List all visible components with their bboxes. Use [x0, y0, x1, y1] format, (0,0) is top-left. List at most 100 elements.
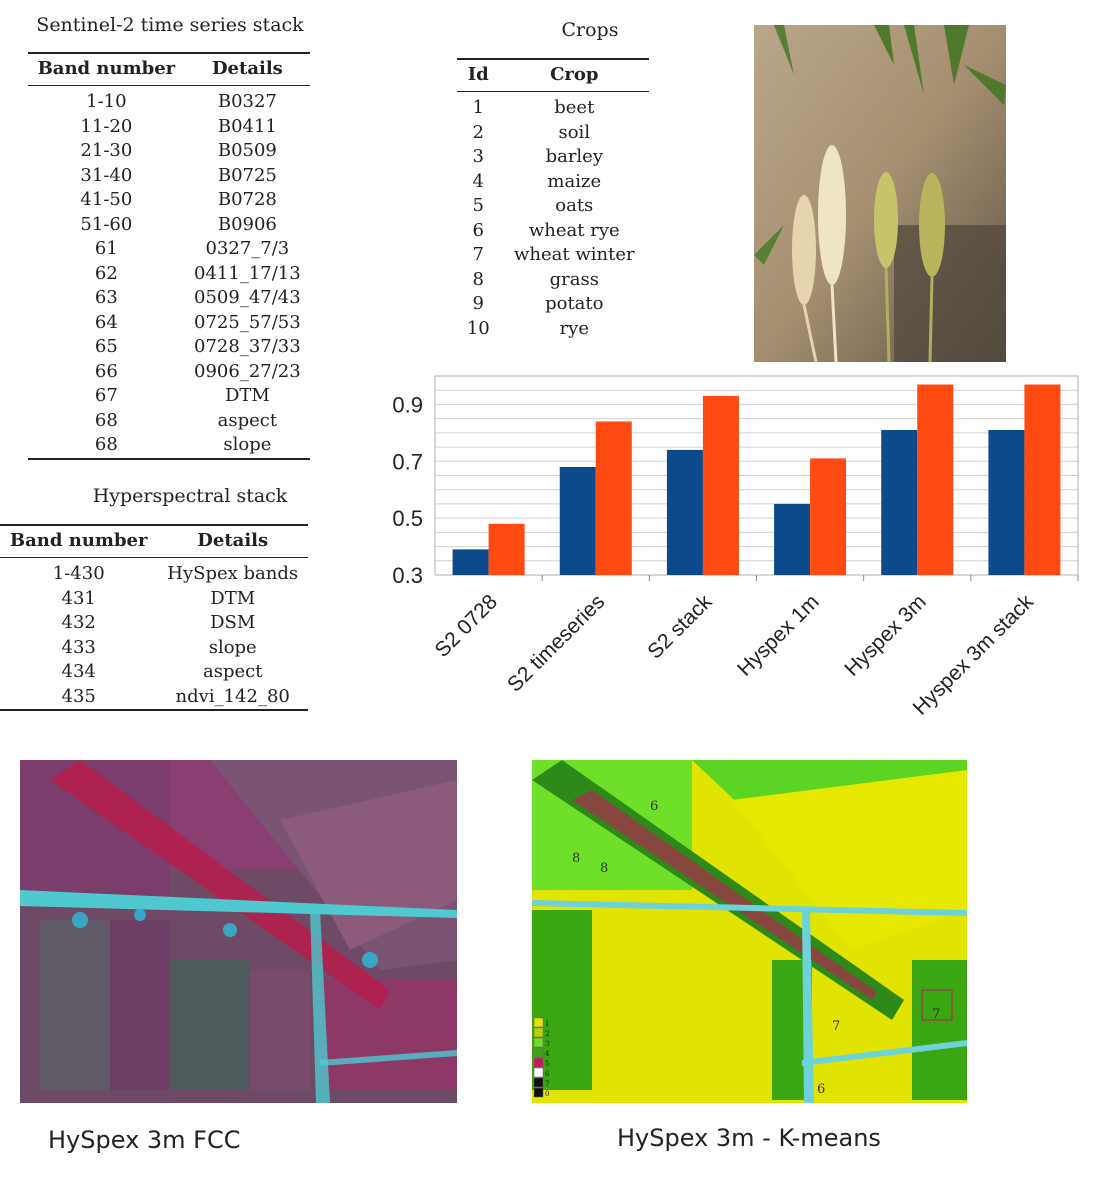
crops-row: 9 potato: [457, 292, 649, 317]
crops-row-cell: 1: [472, 97, 484, 118]
hyper-row-cell: slope: [208, 636, 257, 658]
sentinel-row-cell: B0728: [217, 189, 277, 210]
sentinel-header-details: Details: [211, 58, 283, 79]
crops-row-cell: 4: [472, 170, 484, 192]
crops-row: 3 barley: [457, 145, 649, 170]
x-tick-label: S2 timeseries: [503, 590, 609, 696]
kmeans-label: 7: [932, 1007, 940, 1022]
sentinel-row: 62 0411_17/13: [28, 262, 310, 287]
legend-swatch: [533, 1017, 544, 1028]
legend-swatch: [533, 1057, 544, 1068]
crops-row: 2 soil: [457, 121, 649, 146]
legend-swatch: [533, 1027, 544, 1038]
sentinel-row: 41-50 B0728: [28, 188, 310, 213]
crops-row-cell: 3: [472, 146, 484, 167]
sentinel-row: 68 aspect: [28, 409, 310, 434]
sentinel-row: 63 0509_47/43: [28, 286, 310, 311]
crops-row-cell: 2: [472, 121, 484, 143]
bar: [666, 449, 703, 575]
x-tick-label: Hyspex 3m stack: [909, 590, 1039, 720]
crops-row-cell: barley: [545, 146, 603, 167]
legend-label: 5: [545, 1060, 549, 1068]
sentinel-row: 21-30 B0509: [28, 139, 310, 164]
crops-header-id: Id: [467, 64, 489, 85]
kmeans-label: 7: [832, 1019, 840, 1034]
legend-label: 1: [545, 1020, 549, 1028]
x-tick-label: Hyspex 3m: [840, 590, 931, 681]
sentinel-table-caption: Sentinel-2 time series stack: [36, 14, 304, 36]
sentinel-row-cell: 0725_57/53: [194, 311, 301, 333]
sentinel-row-cell: 61: [94, 238, 118, 259]
sentinel-row-cell: 65: [94, 336, 118, 357]
sentinel-table: Band number Details 1-10 B0327 11-20 B0411 2…: [28, 52, 310, 460]
crops-row: 8 grass: [457, 268, 649, 293]
bar: [988, 430, 1025, 575]
sentinel-row-cell: slope: [223, 434, 272, 455]
legend-swatch: [533, 1077, 544, 1088]
hyper-row-cell: DTM: [210, 587, 256, 609]
sentinel-row-cell: 0411_17/13: [194, 262, 301, 284]
crops-row-cell: wheat rye: [528, 219, 620, 241]
bar: [1024, 384, 1061, 575]
sentinel-row-cell: 66: [94, 360, 118, 382]
hyper-header-band: Band number: [9, 530, 148, 551]
sentinel-row: 1-10 B0327: [28, 86, 310, 115]
bar: [559, 466, 596, 575]
hyper-row: 431 DTM: [0, 587, 308, 612]
kmeans-label: 8: [600, 861, 608, 876]
sentinel-row: 65 0728_37/33: [28, 335, 310, 360]
sentinel-row-cell: 64: [94, 311, 118, 333]
crops-row-cell: potato: [545, 293, 604, 314]
y-tick-label: 0.5: [392, 506, 423, 531]
kmeans-class-legend: 1 2 3 4 5 6 7 0: [533, 1017, 550, 1098]
sentinel-row-cell: 1-10: [86, 91, 127, 112]
hyper-row: 432 DSM: [0, 611, 308, 636]
sentinel-row-cell: DTM: [224, 385, 270, 406]
crops-row-cell: 5: [472, 195, 484, 216]
legend-label: 0: [545, 1090, 549, 1098]
hyper-row-cell: 434: [61, 661, 96, 682]
sentinel-row-cell: 68: [94, 434, 118, 455]
sentinel-row-cell: B0327: [217, 91, 277, 112]
legend-swatch: [533, 1047, 544, 1058]
sentinel-row-cell: aspect: [217, 409, 278, 431]
sentinel-row: 64 0725_57/53: [28, 311, 310, 336]
sentinel-row: 51-60 B0906: [28, 213, 310, 238]
bar: [702, 395, 739, 575]
hyper-row-cell: 1-430: [52, 563, 105, 584]
hyper-header-details: Details: [197, 530, 269, 551]
crops-table: Id Crop 1 beet 2 soil 3 barley 4 maize 5 oats 6 whe…: [457, 58, 649, 341]
sentinel-row-cell: B0411: [217, 115, 277, 137]
hyper-table: Band number Details 1-430 HySpex bands 431…: [0, 524, 308, 711]
crops-row-cell: 9: [472, 293, 484, 314]
accuracy-bar-chart: 0.3 0.5 0.7 0.9 S2 0728 S2 timeseries S2 stack…: [392, 375, 1079, 720]
x-tick-label: S2 stack: [643, 590, 717, 664]
legend-label: 7: [545, 1080, 549, 1088]
crops-table-caption: Crops: [561, 19, 619, 41]
bar: [488, 523, 525, 575]
crops-row-cell: grass: [549, 268, 599, 290]
crops-row: 10 rye: [457, 317, 649, 342]
y-tick-label: 0.9: [392, 392, 423, 417]
hyper-row-cell: 433: [61, 636, 96, 658]
kmeans-label: 6: [817, 1082, 825, 1097]
legend-label: 3: [545, 1040, 549, 1048]
sentinel-row: 67 DTM: [28, 384, 310, 409]
crops-row-cell: 7: [472, 244, 484, 265]
legend-label: 2: [545, 1030, 549, 1038]
x-tick-label: Hyspex 1m: [733, 590, 824, 681]
crops-row-cell: wheat winter: [513, 244, 635, 265]
crops-row-cell: 8: [472, 268, 484, 290]
crop-ears-photo: [754, 25, 1006, 362]
hyper-row-cell: 431: [61, 587, 96, 609]
sentinel-row-cell: 11-20: [80, 115, 133, 137]
crops-row: 5 oats: [457, 194, 649, 219]
crops-row: 7 wheat winter: [457, 243, 649, 268]
hyper-table-caption: Hyperspectral stack: [92, 485, 288, 507]
hyper-row: 433 slope: [0, 636, 308, 661]
kmeans-caption: HySpex 3m - K-means: [617, 1124, 881, 1152]
hyper-row-cell: HySpex bands: [167, 563, 299, 584]
hyper-row: 434 aspect: [0, 660, 308, 685]
sentinel-row-cell: 68: [94, 409, 118, 431]
crops-row-cell: rye: [559, 317, 589, 339]
